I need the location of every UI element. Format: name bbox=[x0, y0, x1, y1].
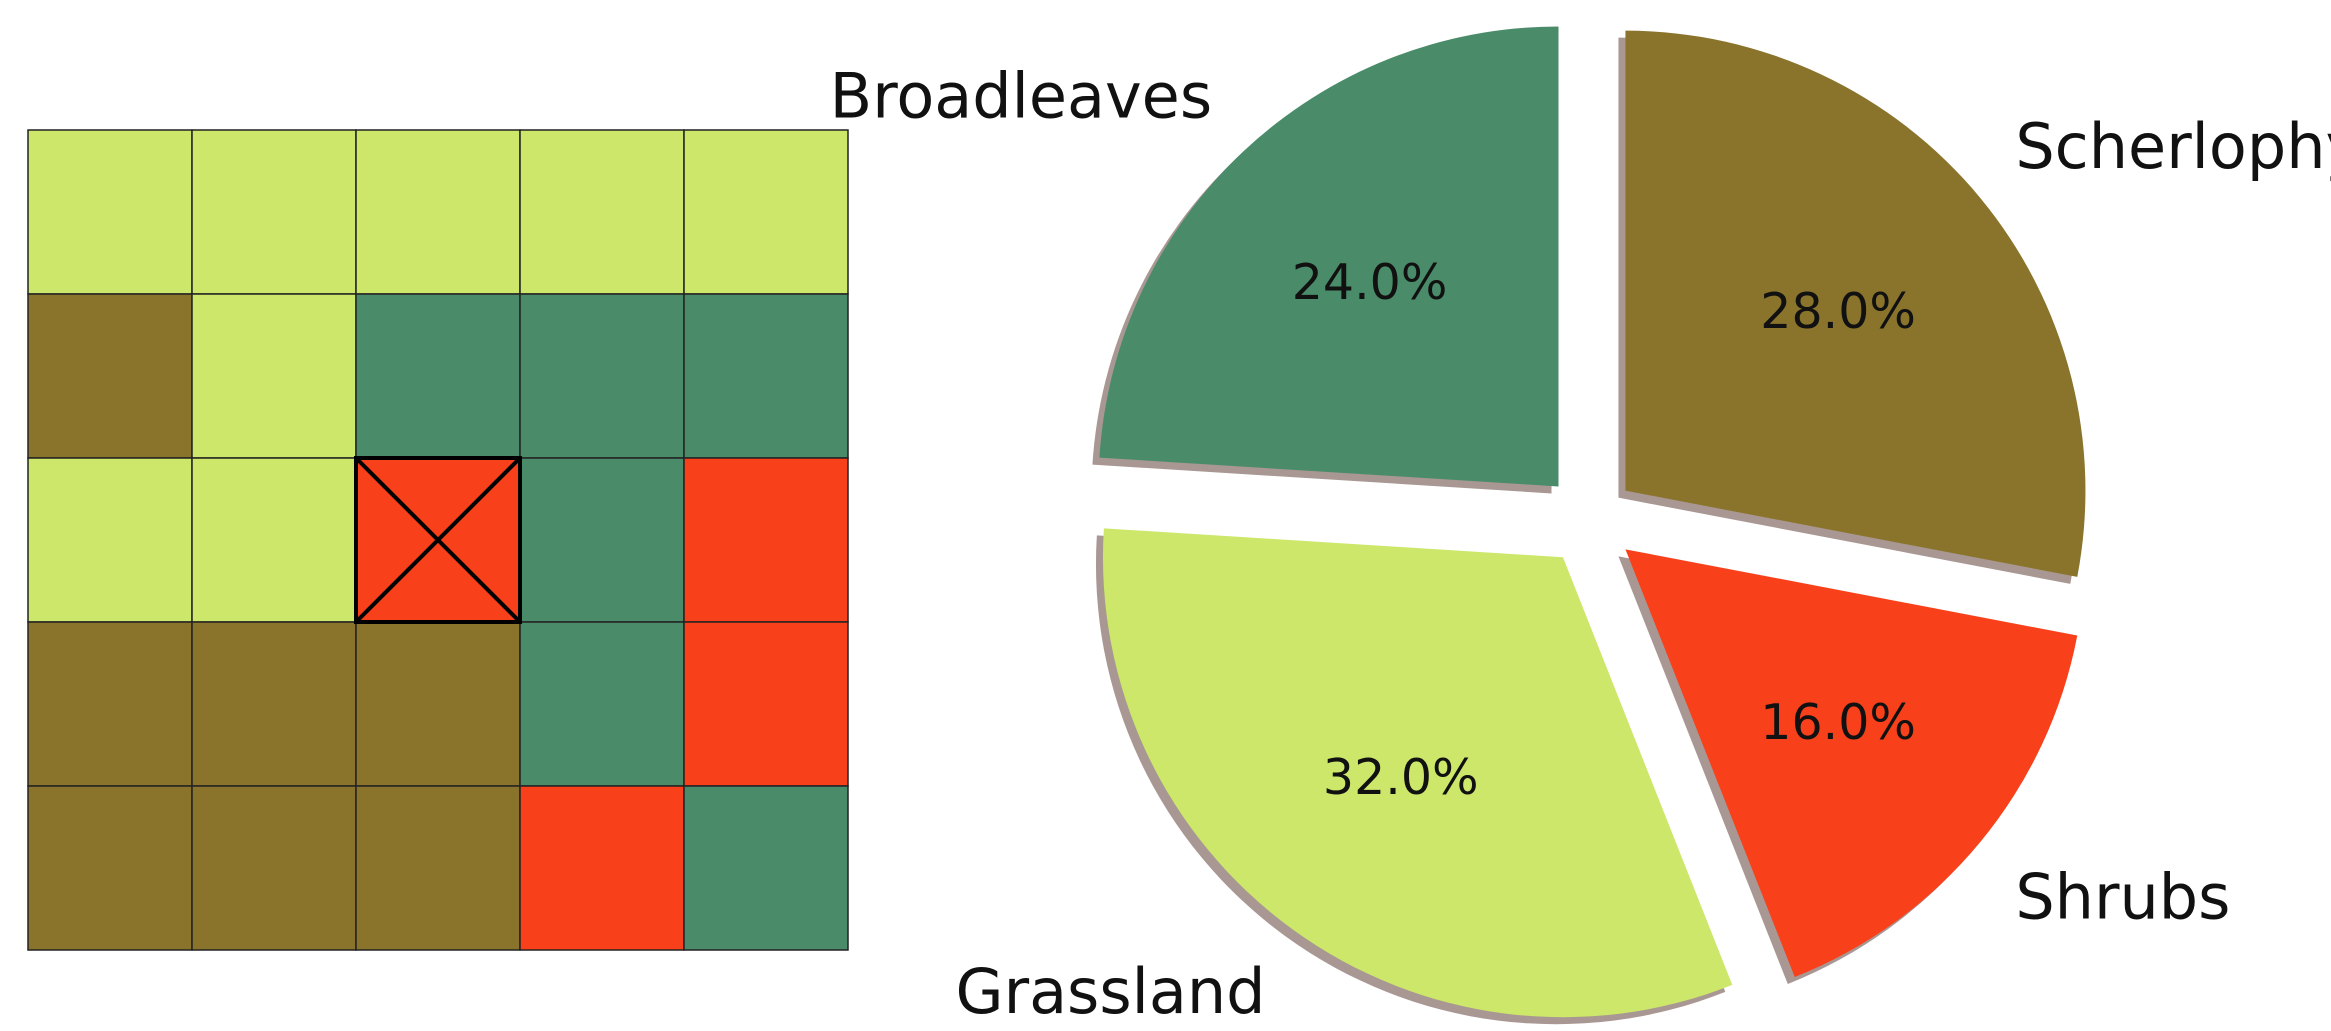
grid-cell-grassland bbox=[519, 129, 685, 295]
grid-cell-broadleaves bbox=[355, 293, 521, 459]
land-cover-pie-chart: Broadleaves 24.0% Grassland 32.0% Shrubs 16.0… bbox=[830, 26, 2331, 1028]
pie-label-shrubs: Shrubs bbox=[2015, 860, 2230, 933]
grid-cell-broadleaves bbox=[519, 293, 685, 459]
grid-cell-grassland bbox=[27, 129, 193, 295]
land-cover-grid bbox=[27, 129, 849, 951]
grid-cell-broadleaves bbox=[519, 621, 685, 787]
pie-slice-shrubs bbox=[1625, 549, 2078, 978]
pie-slice-scherlophyllus bbox=[1625, 30, 2086, 577]
pie-slice-broadleaves bbox=[1099, 26, 1559, 487]
grid-cell-grassland bbox=[191, 129, 357, 295]
grid-cell-grassland bbox=[191, 457, 357, 623]
grid-cell-grassland bbox=[27, 457, 193, 623]
pie-pct-broadleaves: 24.0% bbox=[1292, 254, 1448, 311]
grid-cell-grassland bbox=[683, 129, 849, 295]
grid-cell-broadleaves bbox=[519, 457, 685, 623]
grid-cell-shrubs bbox=[519, 785, 685, 951]
pie-label-scherlophyllus: Scherlophyllus bbox=[2015, 110, 2331, 183]
marked-cell-cross bbox=[354, 456, 522, 624]
grid-cell-scherlophyllus bbox=[355, 785, 521, 951]
grid-cell-scherlophyllus bbox=[191, 621, 357, 787]
pie-pct-scherlophyllus: 28.0% bbox=[1760, 283, 1916, 340]
grid-cell-scherlophyllus bbox=[27, 293, 193, 459]
grid-cell-scherlophyllus bbox=[27, 785, 193, 951]
pie-pct-shrubs: 16.0% bbox=[1760, 694, 1916, 751]
pie-label-broadleaves: Broadleaves bbox=[830, 60, 1212, 133]
grid-cell-shrubs bbox=[683, 457, 849, 623]
grid-cell-grassland bbox=[355, 129, 521, 295]
grid-cell-grassland bbox=[191, 293, 357, 459]
grid-cell-scherlophyllus bbox=[191, 785, 357, 951]
grid-cell-broadleaves bbox=[683, 785, 849, 951]
pie-pct-grassland: 32.0% bbox=[1323, 749, 1479, 806]
grid-cell-scherlophyllus bbox=[355, 621, 521, 787]
grid-cell-shrubs bbox=[683, 621, 849, 787]
grid-cell-scherlophyllus bbox=[27, 621, 193, 787]
pie-label-grassland: Grassland bbox=[956, 955, 1266, 1028]
pie-slice-grassland bbox=[1102, 528, 1733, 1018]
grid-cell-broadleaves bbox=[683, 293, 849, 459]
